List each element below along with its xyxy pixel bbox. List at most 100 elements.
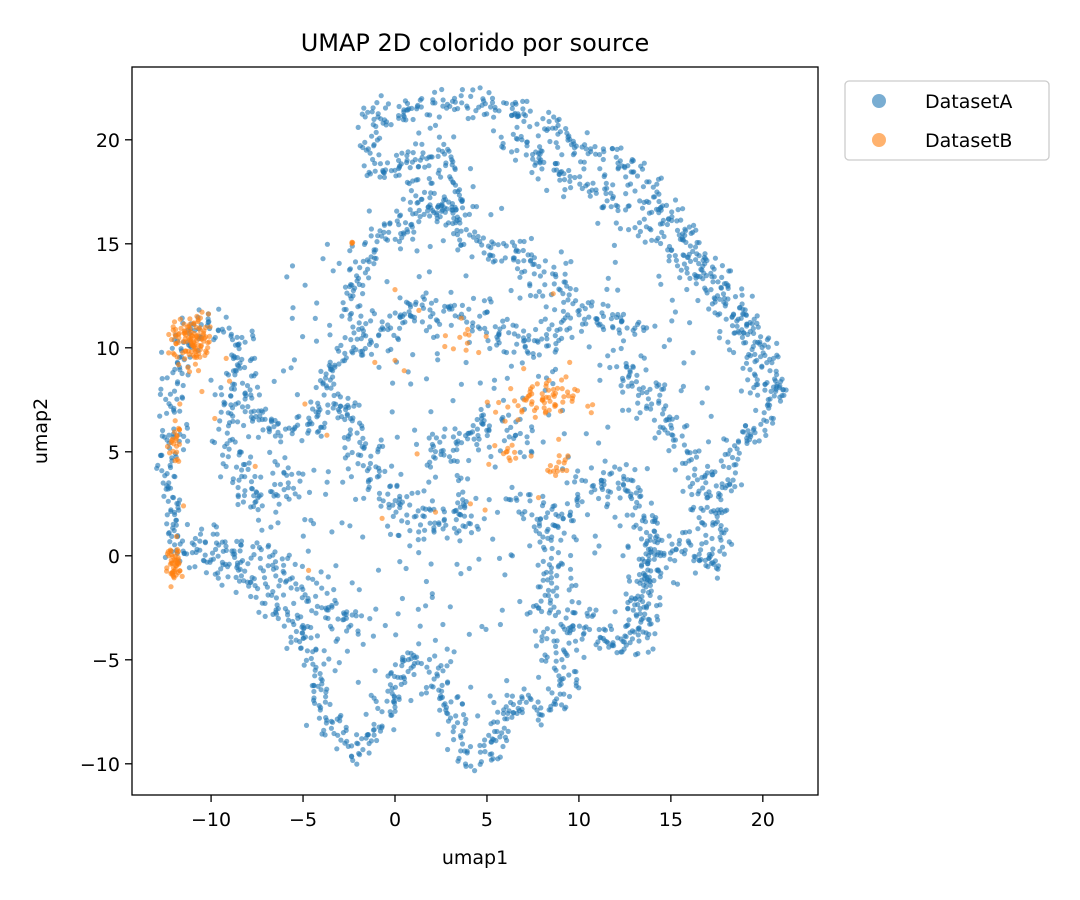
point-dataseta <box>539 166 545 172</box>
point-dataseta <box>433 435 439 441</box>
point-dataseta <box>520 106 526 112</box>
point-dataseta <box>477 313 483 319</box>
point-dataseta <box>540 577 546 583</box>
point-dataseta <box>504 375 510 381</box>
point-dataseta <box>342 445 348 451</box>
point-dataseta <box>476 104 482 110</box>
point-dataseta <box>691 472 698 478</box>
point-dataseta <box>552 612 559 619</box>
point-dataseta <box>705 439 712 445</box>
point-dataseta <box>477 749 483 755</box>
point-dataseta <box>578 159 584 165</box>
point-dataseta <box>576 685 582 691</box>
point-dataseta <box>324 479 330 485</box>
point-dataseta <box>656 191 662 197</box>
point-dataseta <box>223 370 230 376</box>
point-dataseta <box>487 751 493 757</box>
point-dataseta <box>519 695 525 702</box>
point-dataseta <box>696 448 702 454</box>
point-dataseta <box>180 548 186 554</box>
point-dataseta <box>259 527 265 533</box>
point-dataseta <box>486 497 492 503</box>
point-dataseta <box>654 567 660 573</box>
point-dataseta <box>455 500 461 506</box>
point-dataseta <box>558 537 564 543</box>
point-dataseta <box>302 517 308 523</box>
point-dataseta <box>516 113 522 119</box>
point-dataseta <box>342 350 348 356</box>
point-dataseta <box>623 207 629 213</box>
point-datasetb <box>175 555 181 561</box>
point-dataseta <box>563 126 569 132</box>
point-dataseta <box>459 205 466 211</box>
point-dataseta <box>421 488 427 494</box>
point-dataseta <box>669 318 675 324</box>
point-dataseta <box>476 556 482 562</box>
point-dataseta <box>573 298 579 304</box>
point-dataseta <box>672 467 678 473</box>
point-dataseta <box>550 588 556 594</box>
point-dataseta <box>317 671 323 677</box>
x-axis-label: umap1 <box>442 847 508 869</box>
point-dataseta <box>416 163 422 170</box>
point-dataseta <box>431 334 437 340</box>
point-dataseta <box>482 101 488 107</box>
point-dataseta <box>278 439 284 445</box>
point-dataseta <box>541 629 547 635</box>
point-dataseta <box>238 573 244 579</box>
point-dataseta <box>442 209 448 215</box>
point-dataseta <box>651 556 657 562</box>
point-dataseta <box>488 104 494 110</box>
point-dataseta <box>275 429 281 435</box>
point-dataseta <box>159 349 165 355</box>
point-dataseta <box>214 531 220 537</box>
point-dataseta <box>541 500 547 506</box>
point-dataseta <box>349 449 355 456</box>
point-dataseta <box>467 521 473 527</box>
point-dataseta <box>519 709 525 716</box>
point-dataseta <box>415 606 421 612</box>
point-dataseta <box>453 517 459 523</box>
point-dataseta <box>579 499 585 505</box>
point-dataseta <box>392 708 398 714</box>
point-dataseta <box>355 461 361 467</box>
point-dataseta <box>698 547 704 553</box>
point-dataseta <box>500 710 506 717</box>
point-dataseta <box>652 323 658 329</box>
point-dataseta <box>630 512 636 518</box>
point-dataseta <box>626 407 632 413</box>
point-dataseta <box>223 543 229 549</box>
point-dataseta <box>639 205 646 211</box>
point-dataseta <box>303 657 309 664</box>
point-datasetb <box>492 443 498 449</box>
point-dataseta <box>613 220 619 226</box>
point-dataseta <box>431 454 437 460</box>
point-dataseta <box>177 367 183 373</box>
point-dataseta <box>389 463 395 469</box>
point-dataseta <box>386 229 392 235</box>
point-dataseta <box>454 227 460 233</box>
point-dataseta <box>456 430 462 436</box>
point-dataseta <box>398 471 404 477</box>
point-dataseta <box>645 396 652 402</box>
point-dataseta <box>696 261 702 267</box>
point-dataseta <box>617 466 623 472</box>
point-dataseta <box>235 419 241 425</box>
point-dataseta <box>555 609 562 615</box>
point-dataseta <box>441 452 447 458</box>
point-dataseta <box>449 306 455 312</box>
point-dataseta <box>322 732 328 738</box>
point-dataseta <box>560 516 566 522</box>
point-dataseta <box>309 608 315 614</box>
point-dataseta <box>396 222 402 228</box>
point-dataseta <box>560 308 567 314</box>
point-dataseta <box>275 606 281 612</box>
point-datasetb <box>553 472 559 478</box>
point-dataseta <box>618 145 624 151</box>
point-dataseta <box>481 298 487 304</box>
point-datasetb <box>547 463 554 469</box>
point-dataseta <box>405 369 411 375</box>
point-dataseta <box>444 535 450 541</box>
point-dataseta <box>359 425 365 431</box>
point-dataseta <box>538 318 544 325</box>
